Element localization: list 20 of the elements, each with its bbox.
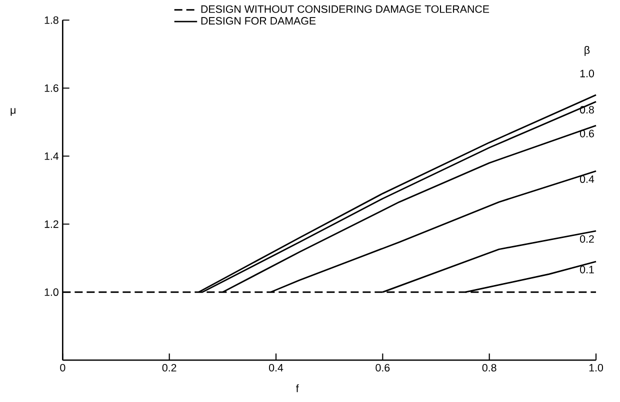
- x-tick-label: 0.4: [269, 364, 284, 372]
- y-tick-label: 1.6: [44, 84, 58, 92]
- y-tick-label: 1.2: [44, 220, 58, 228]
- series-label: 1.0: [580, 70, 594, 78]
- series-label: 0.4: [580, 175, 594, 183]
- x-tick-label: 0.2: [162, 364, 176, 372]
- y-axis-title: μ: [10, 108, 16, 116]
- x-tick-label: 0.6: [376, 364, 390, 372]
- x-tick-label: 0.8: [482, 364, 496, 372]
- y-tick-label: 1.4: [44, 152, 59, 160]
- annotation: DESIGN FOR DAMAGE: [201, 16, 316, 25]
- y-tick-label: 1.8: [44, 16, 58, 24]
- legend-title: β: [584, 46, 590, 56]
- x-tick-label: 1.0: [589, 364, 604, 372]
- series-label: 0.2: [580, 235, 594, 243]
- x-tick-label: 0: [60, 364, 66, 372]
- x-axis-title: f: [296, 384, 299, 392]
- series-label: 0.1: [580, 266, 594, 274]
- legend-label: DESIGN WITHOUT CONSIDERING DAMAGE TOLERANCE: [201, 5, 490, 13]
- y-tick-label: 1.0: [44, 288, 58, 296]
